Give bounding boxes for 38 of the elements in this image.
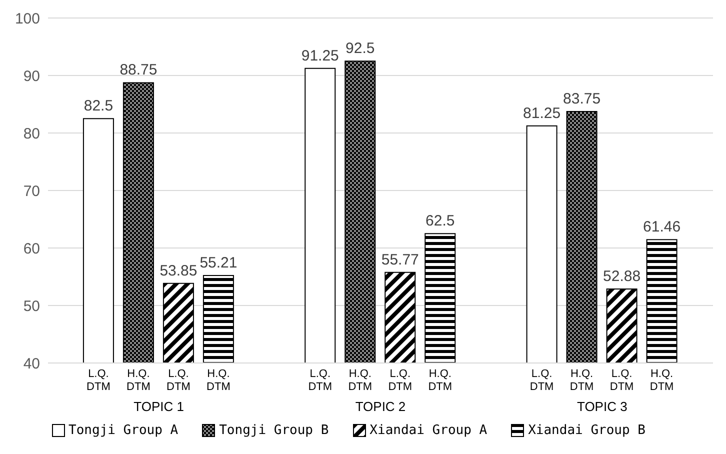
- y-tick-label: 60: [23, 240, 40, 258]
- text: H.Q. DTM: [570, 368, 594, 393]
- x-tick-label: TOPIC 1: [134, 399, 184, 414]
- y-tick-label: 90: [23, 68, 40, 85]
- y-tick-label: 80: [23, 125, 40, 142]
- y-tick-label: 70: [23, 182, 40, 200]
- text: H.Q. DTM: [650, 368, 674, 393]
- x-tick-label: TOPIC 3: [576, 399, 628, 414]
- text: H.Q. DTM: [126, 368, 150, 393]
- y-tick-label: 50: [23, 298, 40, 315]
- data-label: 81.25: [523, 104, 561, 122]
- text: L.Q. DTM: [530, 368, 554, 393]
- legend-label: Tongji Group A: [68, 423, 178, 438]
- data-label: 82.5: [84, 98, 114, 115]
- data-label: 52.88: [603, 268, 641, 285]
- text: H.Q. DTM: [348, 368, 372, 393]
- text: L.Q. DTM: [308, 368, 332, 393]
- text: L.Q. DTM: [610, 368, 634, 393]
- legend-label: Tongji Group B: [219, 423, 329, 438]
- text: L.Q. DTM: [166, 368, 190, 393]
- x-tick-label: TOPIC 2: [355, 399, 406, 414]
- text: H.Q. DTM: [206, 368, 230, 393]
- legend-label: Xiandai Group A: [370, 423, 488, 438]
- data-label: 55.21: [200, 254, 238, 272]
- text: H.Q. DTM: [428, 368, 452, 393]
- legend-label: Xiandai Group B: [528, 423, 646, 438]
- data-label: 61.46: [643, 218, 681, 236]
- data-label: 53.85: [160, 262, 198, 280]
- data-label: 55.77: [381, 251, 419, 268]
- data-label: 92.5: [346, 40, 375, 58]
- text: L.Q. DTM: [86, 368, 110, 393]
- y-tick-label: 40: [23, 355, 40, 372]
- data-label: 88.75: [120, 62, 158, 79]
- data-label: 83.75: [563, 90, 601, 108]
- data-label: 62.5: [426, 212, 455, 230]
- data-label: 91.25: [301, 47, 339, 64]
- text: L.Q. DTM: [388, 368, 412, 393]
- y-tick-label: 100: [14, 10, 40, 28]
